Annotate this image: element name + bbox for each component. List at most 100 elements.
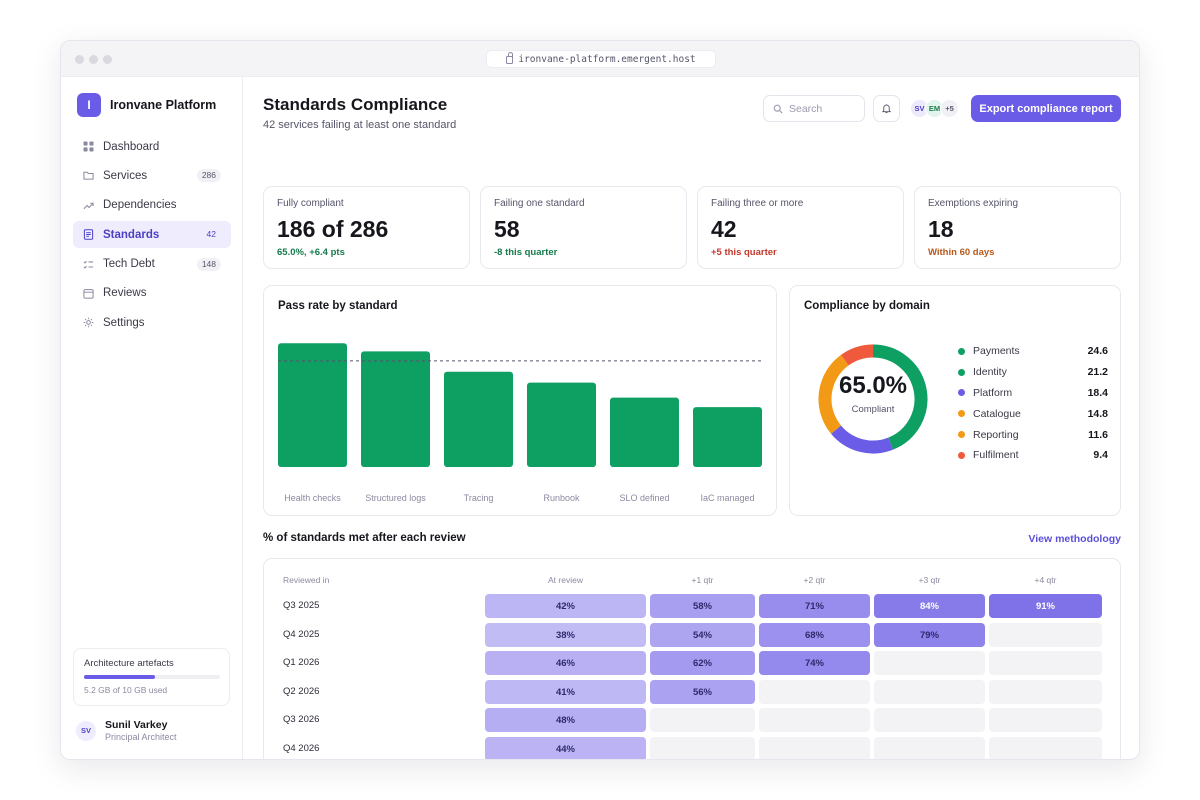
sidebar-item-label: Dashboard	[103, 140, 160, 153]
sidebar-nav: Dashboard Services 286 Dependencies Stan…	[73, 133, 231, 339]
legend-item-payments[interactable]: Payments 24.6	[958, 341, 1108, 362]
calendar-icon	[83, 289, 94, 299]
search-icon	[773, 104, 783, 113]
window-close-dot[interactable]	[75, 55, 84, 64]
bar-structured-logs[interactable]	[361, 351, 430, 467]
team-avatars[interactable]: SV EM +5	[910, 99, 959, 118]
kpi-card-failing-one: Failing one standard 58 -8 this quarter	[480, 186, 687, 269]
legend-item-platform[interactable]: Platform 18.4	[958, 383, 1108, 404]
sidebar-item-services[interactable]: Services 286	[73, 162, 231, 189]
cohort-cell-empty	[989, 737, 1102, 759]
kpi-label: Exemptions expiring	[928, 198, 1019, 209]
legend-item-fulfilment[interactable]: Fulfilment 9.4	[958, 445, 1108, 466]
bar-label: SLO defined	[619, 493, 669, 503]
cohort-cell-empty	[874, 708, 985, 732]
pass-rate-card: Pass rate by standard Health checks Struc…	[263, 285, 777, 516]
cohort-cell[interactable]: 46%	[485, 651, 646, 675]
view-methodology-link[interactable]: View methodology	[1028, 533, 1121, 545]
bar-health-checks[interactable]	[278, 343, 347, 467]
bar-iac-managed[interactable]	[693, 407, 762, 467]
legend-item-catalogue[interactable]: Catalogue 14.8	[958, 403, 1108, 424]
bar-label: Structured logs	[365, 493, 426, 503]
bar-tracing[interactable]	[444, 371, 513, 467]
cohort-cell[interactable]: 79%	[874, 623, 985, 647]
page-title: Standards Compliance	[263, 95, 448, 114]
bar-runbook[interactable]	[527, 382, 596, 467]
donut-segment[interactable]	[831, 425, 894, 454]
sidebar-item-reviews[interactable]: Reviews	[73, 280, 231, 307]
export-report-button[interactable]: Export compliance report	[971, 95, 1121, 122]
sidebar-item-dependencies[interactable]: Dependencies	[73, 192, 231, 219]
cohort-cell[interactable]: 58%	[650, 594, 755, 618]
cohort-cell[interactable]: 74%	[759, 651, 870, 675]
cohort-cell-empty	[874, 737, 985, 759]
legend-item-identity[interactable]: Identity 21.2	[958, 362, 1108, 383]
sidebar-item-dashboard[interactable]: Dashboard	[73, 133, 231, 160]
cohort-col-header: +3 qtr	[918, 575, 941, 585]
cohort-cell-empty	[989, 708, 1102, 732]
bar-slo-defined[interactable]	[610, 397, 679, 467]
cohort-cell[interactable]: 84%	[874, 594, 985, 618]
notifications-button[interactable]	[873, 95, 900, 122]
donut-segment[interactable]	[872, 344, 928, 450]
cohort-cell[interactable]: 62%	[650, 651, 755, 675]
donut-segment[interactable]	[818, 354, 849, 434]
legend-value: 9.4	[1093, 449, 1108, 462]
kpi-card-exemptions: Exemptions expiring 18 Within 60 days	[914, 186, 1121, 269]
domain-legend: Payments 24.6 Identity 21.2 Platform 18.4 Cata…	[958, 341, 1108, 466]
sidebar-item-tech-debt[interactable]: Tech Debt 148	[73, 251, 231, 278]
donut-segment[interactable]	[840, 344, 874, 366]
legend-dot	[958, 368, 965, 376]
cohort-cell[interactable]: 56%	[650, 680, 755, 704]
kpi-value: 42	[711, 216, 737, 242]
sidebar-item-standards[interactable]: Standards 42	[73, 221, 231, 249]
cohort-row-label: Q3 2025	[283, 600, 320, 611]
legend-dot	[958, 389, 965, 397]
bar-label: Runbook	[543, 493, 580, 503]
bell-icon	[881, 104, 892, 114]
cohort-col-header: +2 qtr	[803, 575, 826, 585]
bar-label: Tracing	[464, 493, 494, 503]
legend-item-reporting[interactable]: Reporting 11.6	[958, 424, 1108, 445]
storage-widget[interactable]: Architecture artefacts 5.2 GB of 10 GB u…	[73, 648, 230, 706]
cohort-cell[interactable]: 68%	[759, 623, 870, 647]
kpi-value: 18	[928, 216, 954, 242]
window-minimize-dot[interactable]	[89, 55, 98, 64]
cohort-cell[interactable]: 38%	[485, 623, 646, 647]
brand[interactable]: I Ironvane Platform	[77, 93, 216, 117]
cohort-cell[interactable]: 41%	[485, 680, 646, 704]
address-bar[interactable]: ironvane-platform.emergent.host	[486, 50, 716, 68]
legend-value: 24.6	[1087, 345, 1108, 358]
legend-label: Payments	[973, 345, 1020, 358]
search-input[interactable]: Search	[763, 95, 865, 122]
cohort-row-header: Reviewed in	[283, 575, 330, 585]
window-maximize-dot[interactable]	[103, 55, 112, 64]
kpi-delta: Within 60 days	[928, 247, 995, 258]
pass-rate-title: Pass rate by standard	[278, 300, 398, 312]
team-avatar: SV	[910, 99, 929, 118]
bar-label: IaC managed	[700, 493, 754, 503]
kpi-value: 58	[494, 216, 520, 242]
cohort-cell[interactable]: 42%	[485, 594, 646, 618]
domain-card: Compliance by domain 65.0% Compliant Pay…	[789, 285, 1121, 516]
user-profile[interactable]: SV Sunil Varkey Principal Architect	[76, 719, 177, 742]
sidebar-item-badge: 148	[196, 257, 221, 271]
cohort-cell[interactable]: 44%	[485, 737, 646, 759]
legend-value: 14.8	[1087, 407, 1108, 420]
sidebar-item-settings[interactable]: Settings	[73, 309, 231, 336]
url-text: ironvane-platform.emergent.host	[518, 53, 696, 65]
kpi-card-failing-three: Failing three or more 42 +5 this quarter	[697, 186, 904, 269]
cohort-cell-empty	[759, 680, 870, 704]
cohort-cell[interactable]: 54%	[650, 623, 755, 647]
domain-donut-chart	[818, 344, 928, 454]
page-subtitle: 42 services failing at least one standar…	[263, 119, 457, 131]
cohort-cell[interactable]: 91%	[989, 594, 1102, 618]
cohort-cell[interactable]: 48%	[485, 708, 646, 732]
browser-window: ironvane-platform.emergent.host I Ironva…	[60, 40, 1140, 760]
legend-dot	[958, 347, 965, 355]
kpi-label: Fully compliant	[277, 198, 344, 209]
donut-center-value: 65.0%	[838, 372, 908, 399]
sidebar: I Ironvane Platform Dashboard Services 2…	[61, 77, 243, 759]
cohort-row-label: Q4 2026	[283, 743, 320, 754]
cohort-cell[interactable]: 71%	[759, 594, 870, 618]
